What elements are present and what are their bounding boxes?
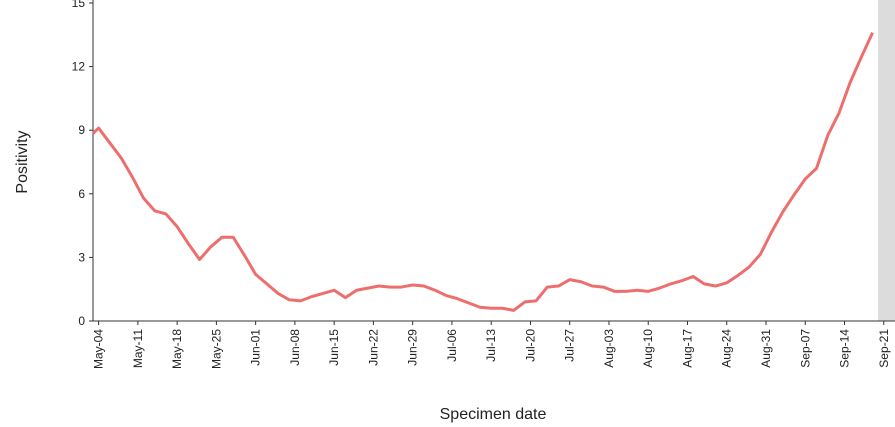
x-tick-label: May-25 — [209, 329, 223, 369]
y-tick-label: 9 — [78, 123, 85, 137]
data-line — [91, 32, 874, 312]
x-tick-label: Jun-01 — [249, 329, 263, 366]
y-tick-label: 6 — [78, 187, 85, 201]
x-tick-label: Jun-08 — [288, 329, 302, 366]
x-tick-label: Sep-07 — [798, 329, 812, 368]
x-tick-label: Aug-17 — [680, 329, 694, 368]
x-tick-label: May-18 — [170, 329, 184, 369]
x-tick-label: Jul-27 — [563, 329, 577, 362]
x-tick-label: Jun-22 — [366, 329, 380, 366]
x-tick-label: Jun-29 — [406, 329, 420, 366]
x-axis-label: Specimen date — [440, 406, 547, 423]
x-tick-label: Sep-21 — [877, 329, 891, 368]
y-axis-label: Positivity — [14, 130, 31, 193]
x-tick-label: Aug-03 — [602, 329, 616, 368]
x-tick-label: Jul-20 — [523, 329, 537, 362]
x-tick-label: Aug-10 — [641, 329, 655, 368]
x-tick-label: Jun-15 — [327, 329, 341, 366]
x-tick-label: Sep-14 — [838, 329, 852, 368]
y-tick-label: 15 — [72, 0, 86, 10]
x-tick-label: Aug-24 — [720, 329, 734, 368]
x-tick-label: Jul-06 — [445, 329, 459, 362]
x-tick-label: May-11 — [131, 329, 145, 368]
y-tick-label: 3 — [78, 250, 85, 264]
x-tick-label: Aug-31 — [759, 329, 773, 368]
x-tick-label: May-04 — [92, 329, 106, 369]
y-tick-label: 0 — [78, 314, 85, 328]
x-tick-label: Jul-13 — [484, 329, 498, 362]
shaded-region — [878, 0, 895, 321]
y-tick-label: 12 — [72, 60, 86, 74]
